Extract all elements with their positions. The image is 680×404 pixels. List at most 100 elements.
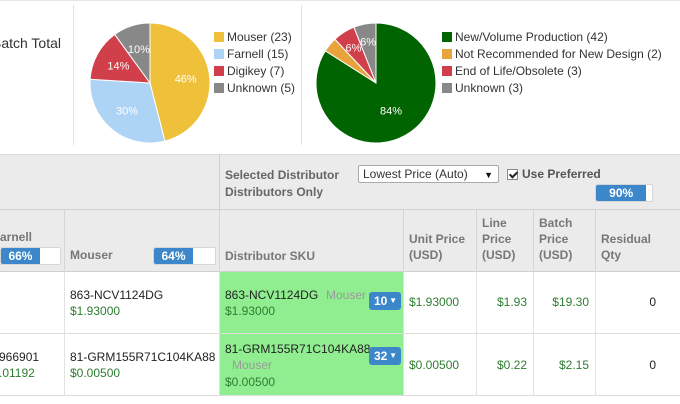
mouser-sku: 81-GRM155R71C104KA88 xyxy=(70,350,216,364)
pie-slice-label: 10% xyxy=(128,44,150,56)
quantity-value: 32 xyxy=(374,349,388,363)
legend-label: Unknown (3) xyxy=(455,80,524,95)
legend-swatch xyxy=(442,48,452,59)
residual-qty-cell: 0 xyxy=(596,272,680,333)
line-price: $1.93 xyxy=(496,295,527,309)
pie-slice[interactable] xyxy=(149,22,211,142)
legend-label: Farnell (15) xyxy=(227,46,289,61)
pie-slice[interactable] xyxy=(353,22,377,84)
divider xyxy=(73,5,74,145)
batch-price-label: Batch Price (USD) xyxy=(539,216,573,262)
mouser-coverage-fill: 64% xyxy=(154,248,194,264)
distributor-selection-header: Selected Distributor Distributors Only L… xyxy=(0,154,680,210)
legend-label: New/Volume Production (42) xyxy=(455,29,608,44)
legend-label: Digikey (7) xyxy=(227,63,285,78)
header-spacer xyxy=(0,155,220,210)
mouser-price: $1.93000 xyxy=(70,304,121,318)
legend-label: Mouser (23) xyxy=(227,29,292,44)
table-row[interactable]: 966901 .01192 81-GRM155R71C104KA88 $0.00… xyxy=(0,334,680,396)
caret-down-icon: ▼ xyxy=(389,296,397,305)
legend-label: Not Recommended for New Design (2) xyxy=(455,46,662,61)
legend-item[interactable]: Not Recommended for New Design (2) xyxy=(442,45,662,62)
dist-price: $1.93000 xyxy=(225,304,276,318)
distributor-sku-cell[interactable]: 863-NCV1124DG Mouser $1.93000 10 ▼ xyxy=(220,272,404,333)
use-preferred-toggle[interactable]: Use Preferred xyxy=(507,167,601,181)
unit-price-cell: $0.00500 xyxy=(404,334,477,395)
pie-slice[interactable] xyxy=(89,33,152,84)
distributor-strategy-select[interactable]: Lowest Price (Auto) ▼ xyxy=(358,165,499,183)
farnell-cell[interactable]: 966901 .01192 xyxy=(0,334,65,395)
legend-item[interactable]: End of Life/Obsolete (3) xyxy=(442,62,662,79)
use-preferred-checkbox[interactable] xyxy=(507,168,518,180)
line-price-cell: $0.22 xyxy=(477,334,534,395)
residual-qty: 0 xyxy=(649,295,656,309)
residual-qty: 0 xyxy=(649,358,656,372)
mouser-coverage-bar: 64% xyxy=(153,247,216,265)
batch-price: $2.15 xyxy=(558,358,589,372)
quantity-dropdown[interactable]: 10 ▼ xyxy=(369,292,401,310)
legend-item[interactable]: Farnell (15) xyxy=(214,45,295,62)
legend-swatch xyxy=(214,48,224,59)
legend-label: Unknown (5) xyxy=(227,80,296,95)
dist-price: $0.00500 xyxy=(225,375,276,389)
legend-item[interactable]: Unknown (3) xyxy=(442,79,662,96)
column-header-mouser[interactable]: Mouser 64% xyxy=(65,210,220,272)
dist-name: Mouser xyxy=(232,358,273,372)
legend-label: End of Life/Obsolete (3) xyxy=(455,63,582,78)
caret-down-icon: ▼ xyxy=(484,170,493,180)
dist-name: Mouser xyxy=(326,288,367,302)
distributor-strategy-value: Lowest Price (Auto) xyxy=(363,167,468,181)
column-header-line-price[interactable]: Line Price (USD) xyxy=(477,210,534,272)
legend-item[interactable]: Mouser (23) xyxy=(214,28,295,45)
column-header-distributor-sku[interactable]: Distributor SKU xyxy=(220,210,404,272)
batch-price: $19.30 xyxy=(552,295,589,309)
legend-swatch xyxy=(442,82,452,93)
quantity-dropdown[interactable]: 32 ▼ xyxy=(369,347,401,365)
column-header-batch-price[interactable]: Batch Price (USD) xyxy=(534,210,596,272)
selected-distributor-label: Selected Distributor Distributors Only xyxy=(225,168,340,199)
distributor-pie-chart[interactable]: 46% 30% 14% 10% xyxy=(88,21,212,145)
dist-sku: 863-NCV1124DG xyxy=(225,288,319,302)
legend-item[interactable]: New/Volume Production (42) xyxy=(442,28,662,45)
pie-slice[interactable] xyxy=(89,78,166,144)
pie-slice[interactable] xyxy=(114,22,151,85)
line-price-cell: $1.93 xyxy=(477,272,534,333)
legend-item[interactable]: Digikey (7) xyxy=(214,62,295,79)
coverage-progress-bar: 90% xyxy=(595,184,653,202)
farnell-cell[interactable] xyxy=(0,272,65,333)
pie-slice-label: 14% xyxy=(107,61,129,73)
column-header-unit-price[interactable]: Unit Price (USD) xyxy=(404,210,477,272)
lifecycle-legend: New/Volume Production (42) Not Recommende… xyxy=(442,28,662,96)
use-preferred-label: Use Preferred xyxy=(522,167,601,181)
farnell-column-label: arnell xyxy=(0,230,33,244)
distributor-sku-label: Distributor SKU xyxy=(225,249,315,263)
unit-price-label: Unit Price (USD) xyxy=(409,232,466,262)
distributor-legend: Mouser (23) Farnell (15) Digikey (7) Unknow… xyxy=(214,28,295,96)
line-price: $0.22 xyxy=(496,358,527,372)
batch-total-label: Batch Total xyxy=(0,35,62,51)
divider xyxy=(301,5,302,145)
pie-slice-label: 30% xyxy=(116,106,138,118)
distributor-sku-cell[interactable]: 81-GRM155R71C104KA88 Mouser $0.00500 32 … xyxy=(220,334,404,395)
column-header-farnell[interactable]: arnell 66% xyxy=(0,210,65,272)
legend-item[interactable]: Unknown (5) xyxy=(214,79,295,96)
unit-price-cell: $1.93000 xyxy=(404,272,477,333)
farnell-price: .01192 xyxy=(0,366,35,380)
unit-price: $0.00500 xyxy=(409,358,460,372)
mouser-cell[interactable]: 863-NCV1124DG $1.93000 xyxy=(65,272,220,333)
legend-swatch xyxy=(214,82,224,93)
line-price-label: Line Price (USD) xyxy=(482,216,516,262)
summary-panel: Batch Total 46% 30% 14% 10% Mouser (23) Farn… xyxy=(0,0,680,154)
legend-swatch xyxy=(214,65,224,76)
mouser-cell[interactable]: 81-GRM155R71C104KA88 $0.00500 xyxy=(65,334,220,395)
residual-qty-cell: 0 xyxy=(596,334,680,395)
column-header-row: arnell 66% Mouser 64% Distributor SKU Un… xyxy=(0,210,680,272)
column-header-residual-qty[interactable]: Residual Qty xyxy=(596,210,680,272)
table-row[interactable]: 863-NCV1124DG $1.93000 863-NCV1124DG Mou… xyxy=(0,272,680,334)
mouser-column-label: Mouser xyxy=(70,248,113,262)
coverage-progress-fill: 90% xyxy=(596,185,647,201)
batch-price-cell: $19.30 xyxy=(534,272,596,333)
lifecycle-pie-chart[interactable]: 84% 6%6% xyxy=(314,21,438,145)
caret-down-icon: ▼ xyxy=(389,351,397,360)
pie-slice-label: 46% xyxy=(175,73,197,85)
